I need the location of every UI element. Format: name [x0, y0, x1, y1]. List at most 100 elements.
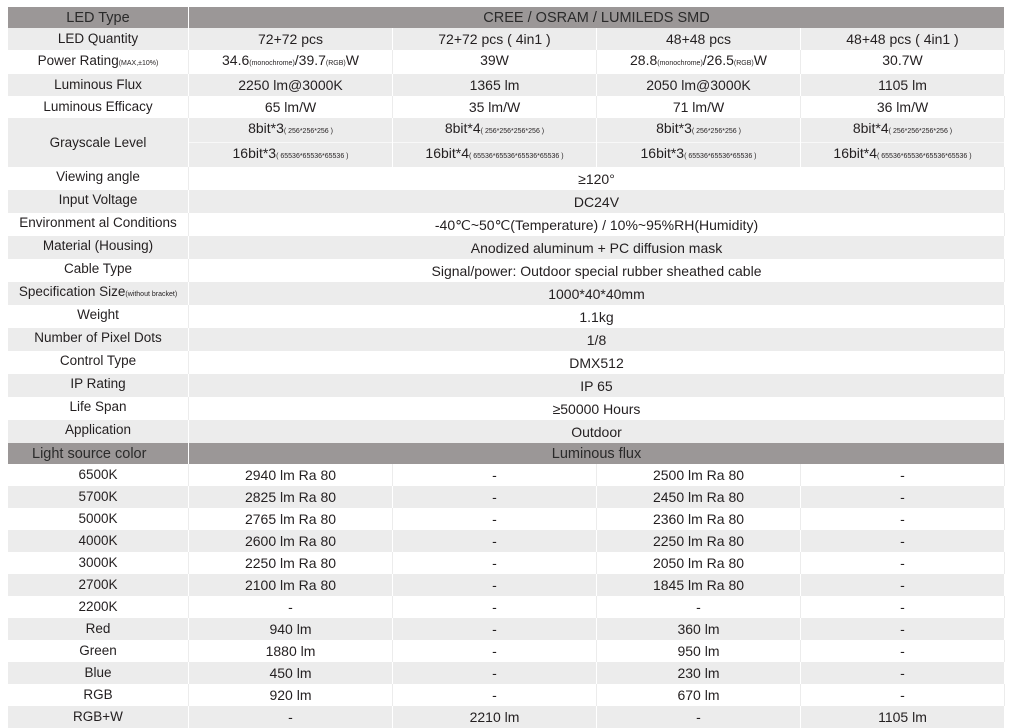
efficacy-cell: 35 lm/W — [392, 96, 597, 118]
grayscale-cell: 8bit*4( 256*256*256*256 ) — [800, 118, 1005, 143]
spec-value: IP 65 — [188, 374, 1005, 397]
power-note-2: (RGB) — [733, 60, 754, 67]
spec-row: Weight 1.1kg — [8, 305, 1005, 328]
flux-value: - — [392, 552, 597, 574]
grayscale-note: ( 65536*65536*65536*65536 ) — [877, 153, 972, 160]
power-cell: 34.6(monochrome)/39.7(RGB)W — [188, 50, 393, 74]
flux-value: - — [596, 596, 801, 618]
flux-value: 1880 lm — [188, 640, 393, 662]
efficacy-cell: 71 lm/W — [596, 96, 801, 118]
luminous-flux-header-row: Light source color Luminous flux — [8, 443, 1005, 464]
flux-value: 950 lm — [596, 640, 801, 662]
spec-value: 1/8 — [188, 328, 1005, 351]
led-quantity-row: LED Quantity 72+72 pcs 72+72 pcs ( 4in1 ) 4… — [8, 28, 1005, 50]
flux-value: 2360 lm Ra 80 — [596, 508, 801, 530]
quantity-cell: 48+48 pcs — [596, 28, 801, 50]
spec-row: IP Rating IP 65 — [8, 374, 1005, 397]
spec-value: -40℃~50℃(Temperature) / 10%~95%RH(Humidi… — [188, 213, 1005, 236]
luminous-flux-label: Luminous flux — [188, 443, 1005, 464]
power-value: 39W — [480, 52, 509, 68]
flux-row: Luminous Flux 2250 lm@3000K 1365 lm 2050 lm… — [8, 74, 1005, 96]
flux-value: 2100 lm Ra 80 — [188, 574, 393, 596]
grayscale-cell: 8bit*3( 256*256*256 ) — [188, 118, 393, 143]
grayscale-value: 8bit*4 — [852, 120, 889, 136]
led-type-value: CREE / OSRAM / LUMILEDS SMD — [188, 7, 1005, 28]
flux-value: - — [596, 706, 801, 728]
flux-value: 2825 lm Ra 80 — [188, 486, 393, 508]
grayscale-row: Grayscale Level 8bit*3( 256*256*256 ) 8bit… — [8, 118, 1005, 167]
flux-value: - — [800, 552, 1005, 574]
flux-value: 450 lm — [188, 662, 393, 684]
light-color: RGB+W — [8, 706, 189, 728]
quantity-cell: 48+48 pcs ( 4in1 ) — [800, 28, 1005, 50]
row-label: Specification Size(without bracket) — [8, 282, 189, 305]
power-cell: 39W — [392, 50, 597, 74]
row-label: Weight — [8, 305, 189, 328]
label-text: Life Span — [69, 399, 127, 414]
flux-value: 2600 lm Ra 80 — [188, 530, 393, 552]
row-label: Cable Type — [8, 259, 189, 282]
grayscale-value: 16bit*3 — [640, 145, 685, 161]
grayscale-note: ( 65536*65536*65536*65536 ) — [469, 153, 564, 160]
flux-row: RGB+W -2210 lm -1105 lm — [8, 706, 1005, 728]
power-cell: 30.7W — [800, 50, 1005, 74]
flux-value: 2500 lm Ra 80 — [596, 464, 801, 486]
label-text: Number of Pixel Dots — [34, 330, 162, 345]
power-note: (monochrome) — [657, 60, 703, 67]
flux-value: - — [188, 706, 393, 728]
flux-value: - — [392, 640, 597, 662]
power-value-2: /39.7 — [294, 52, 326, 68]
row-label: Life Span — [8, 397, 189, 420]
grayscale-note: ( 256*256*256*256 ) — [480, 128, 545, 135]
flux-row: Green 1880 lm -950 lm - — [8, 640, 1005, 662]
spec-row: Specification Size(without bracket) 1000*… — [8, 282, 1005, 305]
grayscale-cell: 16bit*4( 65536*65536*65536*65536 ) — [392, 142, 597, 167]
grayscale-cell: 16bit*3( 65536*65536*65536 ) — [596, 142, 801, 167]
flux-row: 2200K - - - - — [8, 596, 1005, 618]
efficacy-cell: 36 lm/W — [800, 96, 1005, 118]
light-color: 2700K — [8, 574, 189, 596]
spec-value: ≥120° — [188, 167, 1005, 190]
spec-value: Anodized aluminum + PC diffusion mask — [188, 236, 1005, 259]
flux-value: 920 lm — [188, 684, 393, 706]
label-text: Weight — [77, 307, 119, 322]
grayscale-cell: 8bit*3( 256*256*256 ) — [596, 118, 801, 143]
grayscale-cell: 8bit*4( 256*256*256*256 ) — [392, 118, 597, 143]
grayscale-value: 8bit*3 — [656, 120, 692, 136]
flux-value: 940 lm — [188, 618, 393, 640]
efficacy-cell: 65 lm/W — [188, 96, 393, 118]
flux-value: 670 lm — [596, 684, 801, 706]
label-text: Specification Size — [18, 284, 126, 299]
light-color: 5000K — [8, 508, 189, 530]
grayscale-value: 16bit*4 — [425, 145, 469, 161]
flux-value: - — [188, 596, 393, 618]
light-color: RGB — [8, 684, 189, 706]
flux-value: - — [800, 640, 1005, 662]
flux-value: - — [800, 596, 1005, 618]
row-label: Environment al Conditions — [8, 213, 189, 236]
spec-value: DC24V — [188, 190, 1005, 213]
efficacy-row: Luminous Efficacy 65 lm/W 35 lm/W 71 lm/W 36… — [8, 96, 1005, 118]
flux-value: - — [800, 574, 1005, 596]
flux-value: 2050 lm Ra 80 — [596, 552, 801, 574]
label-text: Input Voltage — [58, 192, 138, 207]
spec-row: Environment al Conditions -40℃~50℃(Temper… — [8, 213, 1005, 236]
flux-value: - — [392, 530, 597, 552]
flux-value: - — [392, 574, 597, 596]
flux-row: 2700K 2100 lm Ra 80-1845 lm Ra 80- — [8, 574, 1005, 596]
row-label: IP Rating — [8, 374, 189, 397]
flux-row: 4000K 2600 lm Ra 80-2250 lm Ra 80- — [8, 530, 1005, 552]
flux-row: 3000K 2250 lm Ra 80-2050 lm Ra 80- — [8, 552, 1005, 574]
row-label: Material (Housing) — [8, 236, 189, 259]
row-label: LED Quantity — [8, 28, 189, 50]
light-color: Red — [8, 618, 189, 640]
flux-value: - — [800, 662, 1005, 684]
row-label: Application — [8, 420, 189, 443]
flux-row: Red 940 lm -360 lm - — [8, 618, 1005, 640]
spec-value: DMX512 — [188, 351, 1005, 374]
spec-value: Outdoor — [188, 420, 1005, 443]
flux-value: 1105 lm — [800, 706, 1005, 728]
grayscale-value: 16bit*4 — [833, 145, 877, 161]
power-unit: W — [753, 52, 767, 68]
row-label: Power Rating(MAX,±10%) — [8, 50, 189, 74]
